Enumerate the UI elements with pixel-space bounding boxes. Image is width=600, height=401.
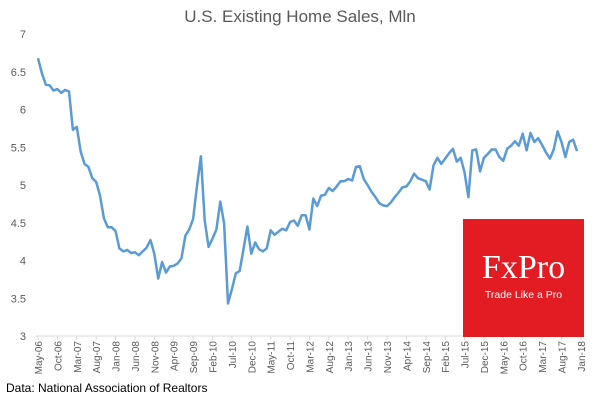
logo-tagline: Trade Like a Pro	[484, 289, 563, 301]
y-tick-label: 5	[20, 180, 26, 192]
x-tick-label: Jul-15	[461, 341, 472, 369]
x-tick-label: Sep-09	[189, 341, 200, 374]
x-tick-label: Nov-08	[150, 341, 161, 374]
x-tick-label: Apr-09	[170, 341, 181, 371]
y-tick-label: 5.5	[11, 142, 26, 154]
x-tick-label: Mar-17	[538, 341, 549, 373]
x-tick-label: Aug-07	[92, 341, 103, 374]
y-tick-label: 7	[20, 29, 26, 41]
x-tick-label: Nov-13	[383, 341, 394, 374]
y-tick-label: 3.5	[11, 293, 26, 305]
series-group	[36, 57, 579, 305]
x-tick-label: Jun-08	[131, 341, 142, 372]
x-tick-label: Apr-14	[402, 341, 413, 371]
x-tick-label: Jan-08	[112, 341, 123, 372]
x-tick-label: Aug-12	[325, 341, 336, 374]
y-tick-label: 3	[20, 331, 26, 343]
x-tick-label: May-16	[499, 341, 510, 375]
x-tick-label: Jan-18	[577, 341, 588, 372]
x-tick-label: Jul-10	[228, 341, 239, 369]
x-tick-label: Mar-12	[305, 341, 316, 373]
x-tick-label: Feb-15	[441, 341, 452, 373]
x-tick-label: Feb-10	[208, 341, 219, 373]
data-source-note: Data: National Association of Realtors	[6, 381, 208, 395]
x-tick-label: Aug-17	[557, 341, 568, 374]
chart-title: U.S. Existing Home Sales, Mln	[184, 7, 416, 26]
x-tick-label: Jun-13	[364, 341, 375, 372]
x-tick-label: Oct-06	[53, 341, 64, 371]
y-axis: 3 3.5 4 4.5 5 5.5 6 6.5 7	[11, 29, 26, 343]
x-tick-label: Dec-15	[480, 341, 491, 374]
fxpro-logo: FxPro Trade Like a Pro	[463, 219, 584, 337]
x-tick-label: May-11	[267, 341, 278, 374]
x-tick-label: Jan-13	[344, 341, 355, 372]
y-tick-label: 4	[20, 256, 26, 268]
x-tick-label: Sep-14	[422, 341, 433, 374]
y-tick-label: 4.5	[11, 218, 26, 230]
y-tick-label: 6.5	[11, 67, 26, 79]
logo-brand-text: FxPro	[481, 249, 566, 286]
x-tick-label: Oct-11	[286, 341, 297, 371]
x-tick-label: May-06	[34, 341, 45, 375]
x-tick-label: Oct-16	[519, 341, 530, 371]
x-tick-label: Dec-10	[247, 341, 258, 374]
series-line-existing-home-sales	[36, 57, 579, 305]
x-tick-label: Mar-07	[73, 341, 84, 373]
x-axis: May-06 Oct-06 Mar-07 Aug-07 Jan-08 Jun-08 Nov-…	[34, 335, 588, 375]
y-tick-label: 6	[20, 105, 26, 117]
